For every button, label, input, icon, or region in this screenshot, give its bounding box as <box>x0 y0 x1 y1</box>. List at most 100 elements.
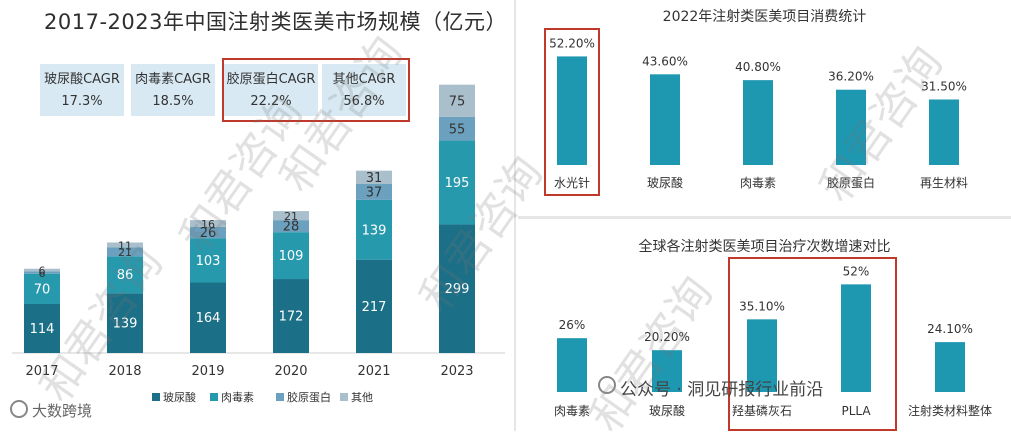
cagr-label: 肉毒素CAGR <box>135 72 211 87</box>
legend-label: 玻尿酸 <box>163 390 196 404</box>
x-tick-label: 2017 <box>25 364 58 379</box>
bar <box>836 89 866 165</box>
x-tick-label: 肉毒素 <box>740 176 776 190</box>
bar-segment <box>190 238 226 283</box>
data-label: 75 <box>449 94 466 109</box>
data-label: 16 <box>201 218 215 231</box>
data-label: 52.20% <box>549 36 595 50</box>
bar-segment <box>107 293 143 353</box>
cagr-box-other: 其他CAGR 56.8% <box>322 64 406 116</box>
growth-chart: 26% 肉毒素 20.20% 玻尿酸 35.10% 羟基磷灰石 52% PLLA 24.10% 注… <box>554 264 992 418</box>
data-label: 6 <box>39 265 46 278</box>
highlight-frame-fillers <box>728 257 897 431</box>
bar-segment <box>190 282 226 353</box>
legend-swatch <box>152 393 160 401</box>
x-tick-label: 注射类材料整体 <box>908 403 992 418</box>
bar-segment <box>107 256 143 294</box>
consumption-chart: 52.20% 水光针 43.60% 玻尿酸 40.80% 肉毒素 36.20% 胶原蛋白 31.… <box>549 36 968 190</box>
cagr-value: 18.5% <box>152 94 194 109</box>
cagr-highlight-frame <box>222 58 410 122</box>
bar-segment <box>24 273 60 304</box>
bar <box>935 342 965 392</box>
bar-segment <box>273 279 309 353</box>
bar <box>743 80 773 165</box>
data-label: 52% <box>843 264 870 278</box>
bar-segment <box>439 140 475 225</box>
x-tick-label: 水光针 <box>554 175 590 190</box>
data-label: 35.10% <box>739 299 785 313</box>
cagr-box-botox: 肉毒素CAGR 18.5% <box>131 64 215 116</box>
data-label: 37 <box>366 185 383 200</box>
x-tick-label: 胶原蛋白 <box>827 175 875 190</box>
data-label: 164 <box>196 311 221 326</box>
panel-divider-horizontal <box>518 216 1011 219</box>
x-tick-label: 肉毒素 <box>554 404 590 418</box>
bar-segment <box>24 271 60 274</box>
wechat-icon <box>598 376 616 394</box>
data-label: 11 <box>118 239 132 252</box>
watermark-footer-left: 大数跨境 <box>32 402 93 420</box>
bar-segment <box>190 227 226 239</box>
legend-label: 其他 <box>351 391 373 404</box>
x-tick-label: 2020 <box>274 364 307 379</box>
legend-swatch <box>276 393 284 401</box>
growth-title: 全球各注射类医美项目治疗次数增速对比 <box>638 239 891 255</box>
data-label: 195 <box>445 176 470 191</box>
cagr-value: 22.2% <box>250 94 292 109</box>
cagr-box-hyaluronic: 玻尿酸CAGR 17.3% <box>40 64 124 116</box>
bar <box>841 284 871 392</box>
bar-segment <box>356 199 392 260</box>
x-tick-label: 2018 <box>108 364 141 379</box>
wechat-icon <box>10 400 28 418</box>
bar <box>747 319 777 392</box>
market-size-chart: 1147066201713986211120181641032616201917… <box>12 84 505 404</box>
consumption-title: 2022年注射类医美项目消费统计 <box>662 9 867 25</box>
data-label: 55 <box>449 122 466 137</box>
x-tick-label: PLLA <box>841 404 871 418</box>
data-label: 20.20% <box>644 330 690 344</box>
bar-segment <box>24 268 60 272</box>
data-label: 6 <box>39 267 46 280</box>
x-tick-label: 2023 <box>440 364 473 379</box>
data-label: 70 <box>34 282 51 297</box>
legend-label: 肉毒素 <box>221 391 254 404</box>
data-label: 21 <box>118 246 132 259</box>
bar-segment <box>107 247 143 257</box>
bar-segment <box>439 84 475 117</box>
data-label: 114 <box>30 322 55 337</box>
x-tick-label: 再生材料 <box>920 176 968 190</box>
legend-swatch <box>340 393 348 401</box>
data-label: 40.80% <box>735 60 781 74</box>
data-label: 36.20% <box>828 70 874 84</box>
cagr-label: 其他CAGR <box>332 72 396 87</box>
data-label: 172 <box>279 310 304 325</box>
cagr-label: 玻尿酸CAGR <box>44 72 120 87</box>
bar-segment <box>356 184 392 200</box>
data-label: 26 <box>200 226 217 241</box>
market-size-panel: 2017-2023年中国注射类医美市场规模（亿元） 玻尿酸CAGR 17.3% … <box>0 0 512 431</box>
bar-segment <box>356 170 392 185</box>
data-label: 86 <box>117 268 134 283</box>
x-tick-label: 羟基磷灰石 <box>732 403 792 418</box>
cagr-box-collagen: 胶原蛋白CAGR 22.2% <box>224 64 318 116</box>
bar-segment <box>190 220 226 228</box>
legend-swatch <box>210 393 218 401</box>
x-tick-label: 2019 <box>191 364 224 379</box>
growth-panel: 全球各注射类医美项目治疗次数增速对比 26% 肉毒素 20.20% 玻尿酸 35.10%… <box>518 222 1011 431</box>
panel-divider-vertical <box>514 0 516 431</box>
data-label: 299 <box>445 282 470 297</box>
bar <box>929 99 959 165</box>
data-label: 26% <box>559 318 586 332</box>
bar-segment <box>439 224 475 353</box>
data-label: 217 <box>362 300 387 315</box>
bar <box>650 74 680 165</box>
x-tick-label: 玻尿酸 <box>649 403 685 418</box>
bar <box>557 56 587 166</box>
consumption-panel: 2022年注射类医美项目消费统计 52.20% 水光针 43.60% 玻尿酸 40.80… <box>518 0 1011 214</box>
cagr-value: 17.3% <box>61 94 103 109</box>
bar-segment <box>273 211 309 221</box>
data-label: 103 <box>196 254 221 269</box>
data-label: 31.50% <box>921 79 967 93</box>
bar-segment <box>24 303 60 353</box>
watermark-footer-right: 公众号 · 洞见研报行业前沿 <box>620 380 824 400</box>
